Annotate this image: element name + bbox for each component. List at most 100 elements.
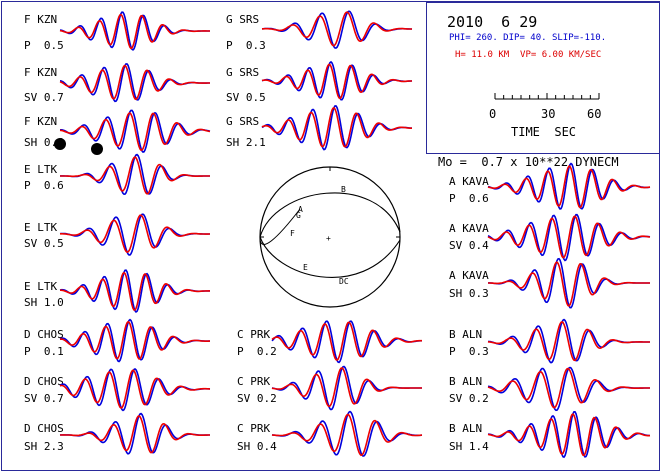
synthetic-trace (271, 321, 422, 362)
center-mark: + (326, 234, 331, 243)
observed-trace (271, 410, 422, 457)
component-label: P 0.6 (449, 192, 489, 205)
event-date: 2010 6 29 (447, 13, 538, 31)
station-a-marker: A (298, 205, 303, 214)
station-e-marker: E (303, 263, 308, 272)
waveform-trace (59, 318, 210, 363)
synthetic-trace (59, 64, 210, 101)
component-label: SV 0.7 (24, 392, 64, 405)
b-axis-label: B (341, 185, 346, 194)
component-label: P 0.3 (449, 345, 489, 358)
station-label: A KAVA (449, 175, 489, 188)
waveform-trace (271, 365, 422, 411)
station-label: D CHOS (24, 422, 64, 435)
component-label: P 0.6 (24, 179, 64, 192)
waveform-trace (488, 257, 650, 309)
station-label: E LTK (24, 221, 58, 234)
station-label: G SRS (226, 115, 260, 128)
component-label: P 0.3 (226, 39, 266, 52)
waveform-trace (59, 11, 210, 51)
waveform-trace (60, 153, 210, 196)
synthetic-trace (60, 214, 210, 253)
waveform-trace (271, 320, 422, 364)
waveform-trace (487, 162, 651, 210)
station-label: G SRS (226, 66, 260, 79)
waveform-trace (487, 318, 650, 364)
component-label: P 0.1 (24, 345, 64, 358)
component-label: SH 2.1 (226, 136, 266, 149)
waveform-trace (59, 63, 210, 103)
synthetic-trace (487, 165, 651, 209)
station-label: E LTK (24, 163, 58, 176)
component-label: SH 0.4 (237, 440, 277, 453)
station-f-marker: F (290, 229, 295, 238)
station-label: D CHOS (24, 375, 64, 388)
station-label: B ALN (449, 328, 483, 341)
component-label: SH 2.3 (24, 440, 64, 453)
waveform-trace (261, 105, 412, 151)
component-label: SV 0.5 (226, 91, 266, 104)
scale-tick-0: 0 (489, 107, 497, 121)
nodal-plane-2 (259, 236, 401, 278)
component-label: SV 0.4 (449, 239, 489, 252)
station-label: D CHOS (24, 328, 64, 341)
scale-label: TIME SEC (511, 125, 577, 139)
scale-tick-30: 30 (541, 107, 556, 121)
time-scale-bar (494, 93, 600, 100)
observed-trace (487, 366, 650, 412)
waveform-trace (59, 109, 211, 154)
synthetic-trace (261, 63, 413, 100)
mechanism-text: PHI= 260. DIP= 40. SLIP=-110. (449, 33, 607, 43)
depth-velocity-text: H= 11.0 KM VP= 6.00 KM/SEC (455, 50, 602, 60)
scale-tick-60: 60 (587, 107, 602, 121)
synthetic-trace (487, 215, 651, 259)
component-label: P 0.2 (237, 345, 277, 358)
station-label: A KAVA (449, 269, 489, 282)
waveform-trace (59, 269, 210, 313)
synthetic-trace (262, 11, 413, 47)
station-label: F KZN (24, 66, 58, 79)
observed-trace (487, 411, 650, 459)
waveform-trace (487, 411, 651, 459)
station-label: F KZN (24, 13, 58, 26)
synthetic-trace (271, 366, 422, 408)
synthetic-trace (60, 415, 210, 454)
waveform-trace (487, 366, 650, 412)
station-label: B ALN (449, 422, 483, 435)
dc-label: DC (339, 277, 349, 286)
synthetic-trace (59, 13, 210, 50)
synthetic-trace (59, 369, 210, 409)
waveform-trace (261, 60, 413, 101)
synthetic-trace (59, 320, 210, 360)
waveform-trace (59, 412, 210, 455)
seismic-moment: Mo = 0.7 x 10**22 DYNECM (438, 155, 619, 169)
component-label: SV 0.7 (24, 91, 64, 104)
station-label: G SRS (226, 13, 260, 26)
marker-dots (54, 138, 103, 155)
synthetic-trace (487, 320, 650, 362)
station-g-marker: G (296, 211, 301, 220)
station-label: A KAVA (449, 222, 489, 235)
observed-trace (487, 162, 651, 210)
focal-mechanism-beachball: B G A F E DC + (259, 166, 401, 308)
nodal-curve (259, 208, 301, 245)
waveform-trace (487, 213, 651, 262)
synthetic-trace (487, 413, 651, 457)
component-label: SH 1.4 (449, 440, 489, 453)
waveform-trace (261, 10, 413, 49)
component-label: P 0.5 (24, 39, 64, 52)
station-label: C PRK (237, 422, 271, 435)
station-label: C PRK (237, 375, 271, 388)
synthetic-trace (60, 271, 210, 311)
marker-dot (54, 138, 66, 150)
component-label: SH 0.3 (449, 287, 489, 300)
component-label: SH 1.0 (24, 296, 64, 309)
marker-dot (91, 143, 103, 155)
observed-trace (60, 109, 211, 154)
nodal-plane-1 (259, 192, 401, 238)
synthetic-trace (60, 156, 210, 195)
waveform-trace (271, 410, 423, 457)
waveform-trace (59, 368, 211, 412)
synthetic-trace (261, 106, 412, 148)
